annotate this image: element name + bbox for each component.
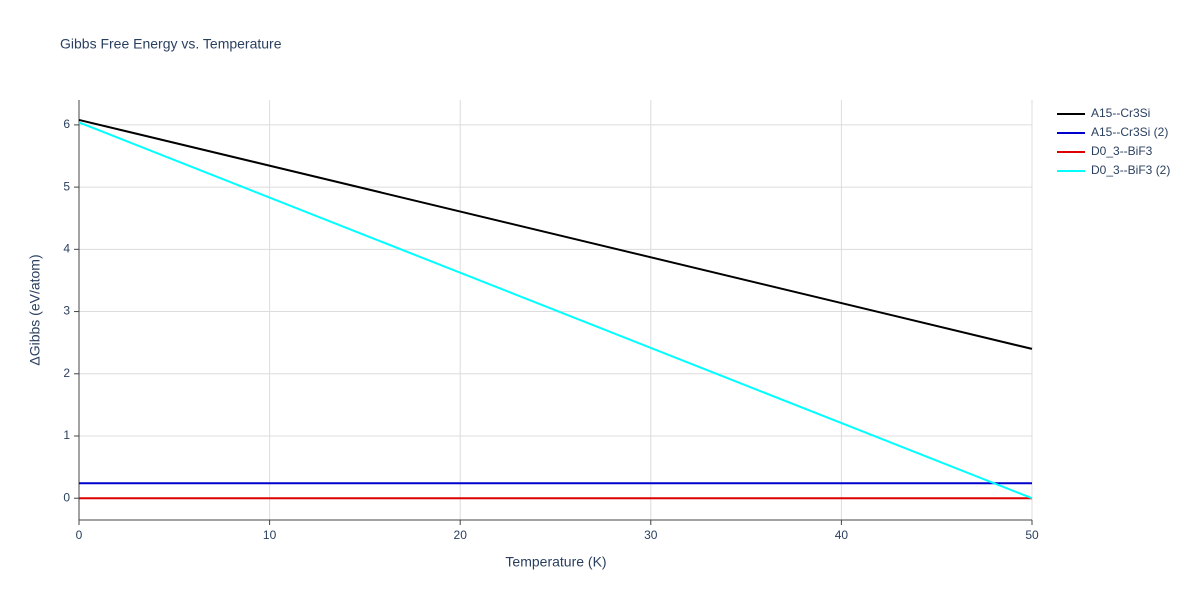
y-tick-label: 2 (63, 366, 70, 380)
y-tick-label: 3 (63, 304, 70, 318)
x-tick-label: 30 (644, 528, 658, 542)
y-tick-label: 1 (63, 428, 70, 442)
series-line (78, 118, 1033, 350)
y-axis-label: ΔGibbs (eV/atom) (27, 254, 43, 365)
x-tick-label: 20 (454, 528, 468, 542)
legend-label: D0_3--BiF3 (1091, 144, 1153, 158)
legend-label: A15--Cr3Si (2) (1091, 125, 1168, 139)
y-tick-label: 6 (63, 117, 70, 131)
y-tick-label: 4 (63, 242, 70, 256)
y-tick-label: 0 (63, 490, 70, 504)
chart-title: Gibbs Free Energy vs. Temperature (60, 36, 282, 52)
legend-label: A15--Cr3Si (1091, 106, 1150, 120)
x-axis-label: Temperature (K) (505, 554, 606, 570)
series-line (78, 121, 1033, 500)
x-tick-label: 40 (835, 528, 849, 542)
y-tick-label: 5 (63, 179, 70, 193)
legend-label: D0_3--BiF3 (2) (1091, 163, 1170, 177)
x-tick-label: 10 (263, 528, 277, 542)
x-tick-label: 0 (76, 528, 83, 542)
x-tick-label: 50 (1025, 528, 1039, 542)
